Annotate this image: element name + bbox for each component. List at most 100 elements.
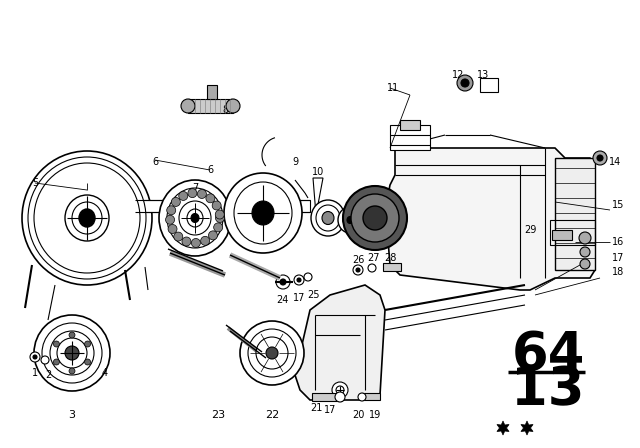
Text: 17: 17 — [612, 253, 624, 263]
Circle shape — [53, 359, 60, 365]
Text: 17: 17 — [324, 405, 336, 415]
Circle shape — [50, 331, 94, 375]
Text: 6: 6 — [152, 157, 158, 167]
Ellipse shape — [311, 200, 345, 236]
Circle shape — [343, 186, 407, 250]
Circle shape — [206, 194, 215, 203]
Circle shape — [351, 194, 399, 242]
Circle shape — [197, 190, 206, 198]
Circle shape — [33, 355, 37, 359]
Polygon shape — [370, 148, 595, 290]
Text: 18: 18 — [612, 267, 624, 277]
Text: 11: 11 — [387, 83, 399, 93]
Circle shape — [335, 392, 345, 402]
Text: 4: 4 — [102, 368, 108, 378]
Circle shape — [182, 237, 191, 246]
Circle shape — [356, 268, 360, 272]
Ellipse shape — [65, 195, 109, 241]
Circle shape — [69, 368, 75, 374]
Bar — [480, 78, 498, 92]
Circle shape — [248, 329, 296, 377]
Text: 21: 21 — [310, 403, 322, 413]
Text: 16: 16 — [612, 237, 624, 247]
Polygon shape — [521, 421, 533, 435]
Circle shape — [41, 356, 49, 364]
Circle shape — [65, 346, 79, 360]
Ellipse shape — [234, 182, 292, 244]
Bar — [362, 393, 380, 400]
Text: 19: 19 — [369, 410, 381, 420]
Text: 13: 13 — [477, 70, 489, 80]
Circle shape — [294, 275, 304, 285]
Polygon shape — [313, 178, 323, 215]
Ellipse shape — [179, 201, 211, 235]
Bar — [312, 393, 342, 401]
Circle shape — [461, 79, 469, 87]
Circle shape — [353, 265, 363, 275]
Bar — [550, 220, 595, 245]
Bar — [207, 85, 217, 99]
Ellipse shape — [167, 188, 223, 248]
Ellipse shape — [28, 157, 146, 279]
Circle shape — [30, 352, 40, 362]
Circle shape — [597, 155, 603, 161]
Bar — [555, 158, 595, 270]
Ellipse shape — [22, 151, 152, 285]
Text: 28: 28 — [384, 253, 396, 263]
Text: 13: 13 — [511, 364, 585, 416]
Circle shape — [209, 231, 218, 240]
Circle shape — [363, 206, 387, 230]
Circle shape — [181, 99, 195, 113]
Text: 9: 9 — [292, 157, 298, 167]
Bar — [400, 120, 420, 130]
Text: 15: 15 — [612, 200, 624, 210]
Circle shape — [457, 75, 473, 91]
Ellipse shape — [347, 216, 353, 224]
Polygon shape — [295, 285, 385, 400]
Text: 29: 29 — [524, 225, 536, 235]
Text: 7: 7 — [192, 183, 198, 193]
Bar — [390, 125, 430, 150]
Text: 23: 23 — [211, 410, 225, 420]
Polygon shape — [497, 421, 509, 435]
Ellipse shape — [322, 211, 334, 224]
Circle shape — [297, 278, 301, 282]
Bar — [188, 99, 233, 113]
Circle shape — [226, 99, 240, 113]
Circle shape — [188, 189, 197, 198]
Circle shape — [34, 315, 110, 391]
Text: 22: 22 — [265, 410, 279, 420]
Circle shape — [580, 247, 590, 257]
Text: 24: 24 — [276, 295, 288, 305]
Circle shape — [166, 215, 175, 224]
Circle shape — [168, 224, 177, 233]
Circle shape — [256, 337, 288, 369]
Text: 20: 20 — [352, 410, 364, 420]
Text: 6: 6 — [207, 165, 213, 175]
Text: 10: 10 — [312, 167, 324, 177]
Bar — [383, 263, 401, 271]
Text: 25: 25 — [307, 290, 319, 300]
Circle shape — [368, 264, 376, 272]
Circle shape — [266, 347, 278, 359]
Circle shape — [216, 214, 225, 223]
Circle shape — [172, 198, 180, 207]
Ellipse shape — [224, 173, 302, 253]
Text: 14: 14 — [609, 157, 621, 167]
Text: 27: 27 — [367, 253, 380, 263]
Text: 17: 17 — [293, 293, 305, 303]
Text: 8: 8 — [222, 105, 228, 115]
Text: 1: 1 — [32, 368, 38, 378]
Ellipse shape — [187, 209, 203, 227]
Ellipse shape — [72, 202, 102, 234]
Circle shape — [57, 338, 87, 368]
Circle shape — [580, 259, 590, 269]
Circle shape — [212, 201, 221, 210]
Circle shape — [179, 191, 188, 200]
Circle shape — [174, 232, 183, 241]
Circle shape — [280, 279, 286, 285]
Circle shape — [358, 393, 366, 401]
Ellipse shape — [338, 207, 362, 233]
Circle shape — [336, 386, 344, 394]
Ellipse shape — [191, 214, 199, 223]
